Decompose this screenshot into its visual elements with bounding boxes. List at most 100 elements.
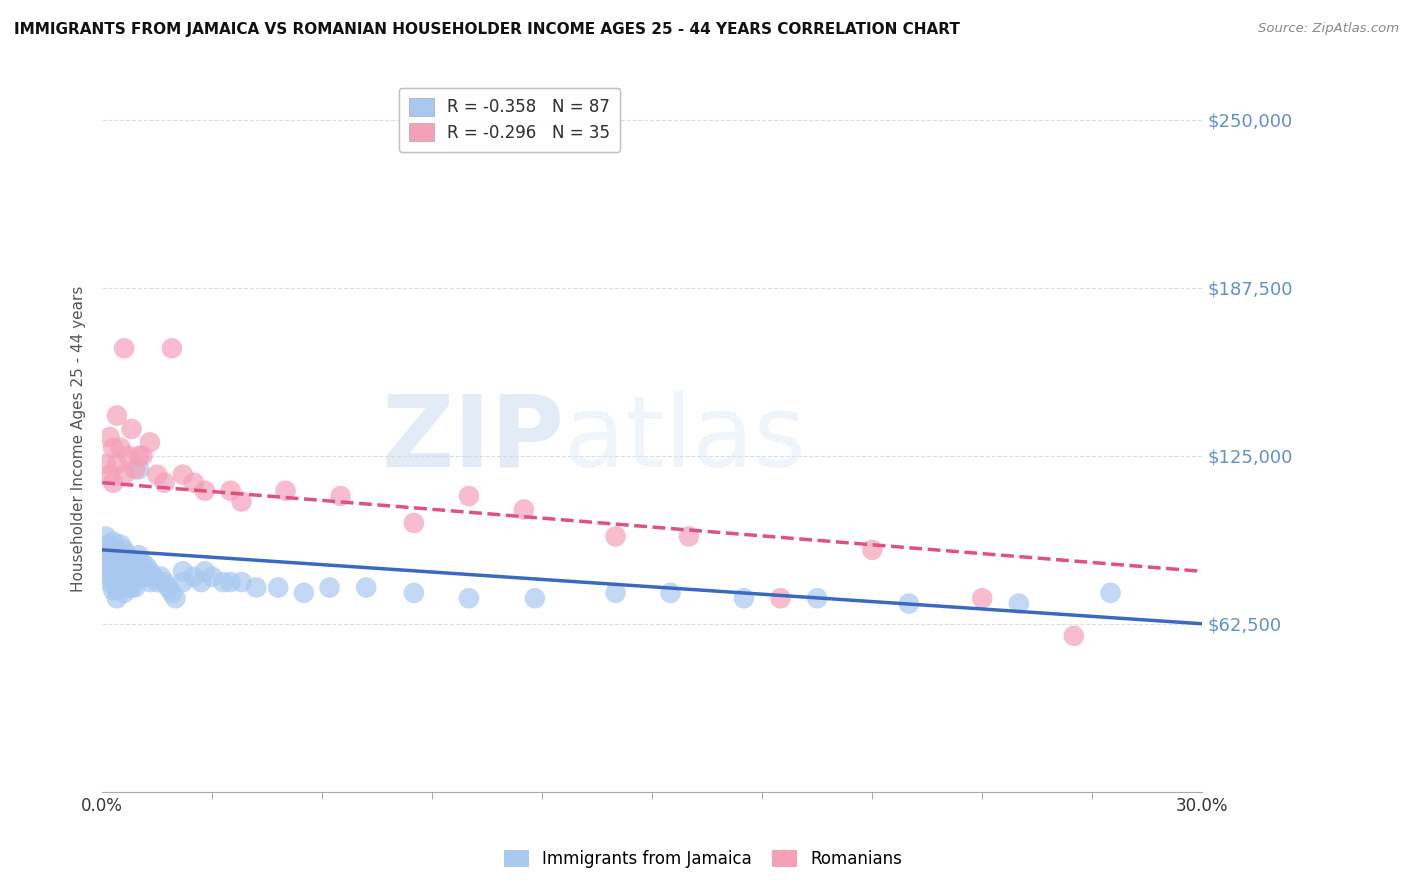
Point — [128, 449, 150, 463]
Point — [94, 548, 117, 562]
Point — [146, 467, 169, 482]
Point — [219, 575, 242, 590]
Point — [457, 489, 479, 503]
Point — [94, 529, 117, 543]
Text: Source: ZipAtlas.com: Source: ZipAtlas.com — [1258, 22, 1399, 36]
Point — [219, 483, 242, 498]
Point — [231, 494, 253, 508]
Point — [98, 430, 121, 444]
Point — [183, 475, 205, 490]
Point — [659, 586, 682, 600]
Point — [212, 575, 235, 590]
Point — [110, 581, 132, 595]
Point — [117, 548, 139, 562]
Point — [112, 548, 135, 562]
Point — [112, 467, 135, 482]
Point — [172, 565, 194, 579]
Point — [146, 575, 169, 590]
Point — [183, 570, 205, 584]
Point — [1008, 597, 1031, 611]
Point — [110, 441, 132, 455]
Point — [105, 457, 128, 471]
Text: IMMIGRANTS FROM JAMAICA VS ROMANIAN HOUSEHOLDER INCOME AGES 25 - 44 YEARS CORREL: IMMIGRANTS FROM JAMAICA VS ROMANIAN HOUS… — [14, 22, 960, 37]
Point — [131, 557, 153, 571]
Point — [194, 483, 217, 498]
Point — [897, 597, 920, 611]
Point — [139, 575, 162, 590]
Point — [110, 570, 132, 584]
Legend: R = -0.358   N = 87, R = -0.296   N = 35: R = -0.358 N = 87, R = -0.296 N = 35 — [398, 87, 620, 152]
Point — [124, 565, 146, 579]
Point — [103, 542, 125, 557]
Point — [157, 581, 180, 595]
Point — [112, 559, 135, 574]
Point — [165, 591, 187, 606]
Point — [117, 559, 139, 574]
Point — [98, 537, 121, 551]
Point — [103, 557, 125, 571]
Point — [117, 553, 139, 567]
Point — [769, 591, 792, 606]
Point — [153, 475, 176, 490]
Point — [103, 475, 125, 490]
Point — [98, 557, 121, 571]
Point — [105, 548, 128, 562]
Point — [153, 575, 176, 590]
Point — [105, 591, 128, 606]
Point — [513, 502, 536, 516]
Point — [98, 467, 121, 482]
Point — [128, 565, 150, 579]
Point — [110, 548, 132, 562]
Text: ZIP: ZIP — [381, 391, 564, 488]
Point — [605, 586, 627, 600]
Point — [972, 591, 994, 606]
Point — [112, 586, 135, 600]
Point — [103, 534, 125, 549]
Point — [105, 570, 128, 584]
Point — [201, 570, 224, 584]
Point — [110, 537, 132, 551]
Point — [103, 570, 125, 584]
Point — [110, 565, 132, 579]
Point — [329, 489, 352, 503]
Point — [860, 542, 883, 557]
Point — [98, 575, 121, 590]
Point — [103, 565, 125, 579]
Point — [402, 586, 425, 600]
Point — [124, 462, 146, 476]
Point — [172, 575, 194, 590]
Point — [98, 570, 121, 584]
Point — [245, 581, 267, 595]
Point — [160, 586, 183, 600]
Point — [117, 581, 139, 595]
Point — [1099, 586, 1122, 600]
Point — [318, 581, 340, 595]
Point — [121, 553, 143, 567]
Point — [121, 570, 143, 584]
Point — [190, 575, 212, 590]
Point — [112, 565, 135, 579]
Point — [105, 562, 128, 576]
Point — [135, 570, 157, 584]
Point — [105, 542, 128, 557]
Point — [105, 557, 128, 571]
Point — [121, 422, 143, 436]
Point — [172, 467, 194, 482]
Legend: Immigrants from Jamaica, Romanians: Immigrants from Jamaica, Romanians — [498, 843, 908, 875]
Point — [117, 570, 139, 584]
Point — [354, 581, 377, 595]
Text: atlas: atlas — [564, 391, 806, 488]
Point — [139, 565, 162, 579]
Point — [194, 565, 217, 579]
Point — [131, 449, 153, 463]
Point — [94, 559, 117, 574]
Point — [457, 591, 479, 606]
Point — [103, 441, 125, 455]
Point — [124, 559, 146, 574]
Point — [105, 575, 128, 590]
Point — [135, 559, 157, 574]
Point — [94, 457, 117, 471]
Point — [103, 583, 125, 598]
Point — [142, 570, 165, 584]
Point — [131, 570, 153, 584]
